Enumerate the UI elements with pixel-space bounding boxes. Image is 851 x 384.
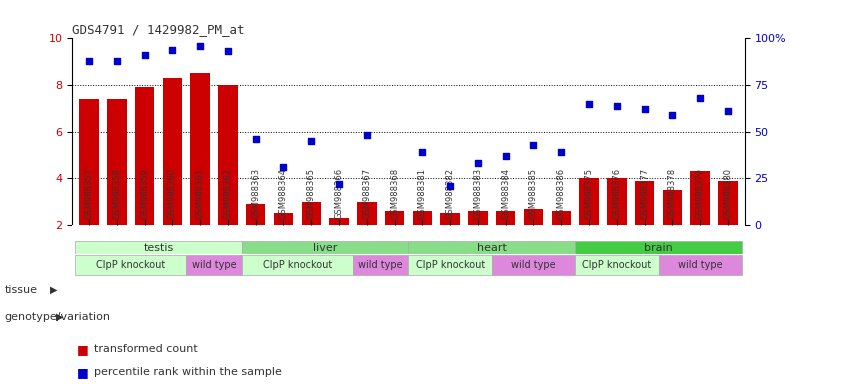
Point bbox=[138, 52, 151, 58]
Bar bbox=[718, 180, 738, 271]
Point bbox=[221, 48, 235, 55]
Point bbox=[415, 149, 429, 155]
Point bbox=[527, 142, 540, 148]
Point bbox=[248, 136, 262, 142]
Bar bbox=[607, 178, 626, 271]
Bar bbox=[441, 213, 460, 271]
Text: ▶: ▶ bbox=[50, 285, 58, 295]
Text: wild type: wild type bbox=[191, 260, 237, 270]
Point bbox=[665, 112, 679, 118]
Text: tissue: tissue bbox=[4, 285, 37, 295]
Text: genotype/variation: genotype/variation bbox=[4, 312, 111, 322]
Bar bbox=[107, 99, 127, 271]
FancyBboxPatch shape bbox=[575, 255, 659, 275]
Bar bbox=[218, 85, 237, 271]
FancyBboxPatch shape bbox=[186, 255, 242, 275]
Text: ■: ■ bbox=[77, 343, 89, 356]
Point bbox=[110, 58, 123, 64]
Point bbox=[555, 149, 568, 155]
Point bbox=[471, 160, 485, 166]
Bar bbox=[357, 202, 376, 271]
Point bbox=[694, 95, 707, 101]
Text: heart: heart bbox=[477, 243, 506, 253]
Text: GDS4791 / 1429982_PM_at: GDS4791 / 1429982_PM_at bbox=[72, 23, 245, 36]
Point bbox=[332, 181, 346, 187]
Bar bbox=[79, 99, 99, 271]
Text: wild type: wild type bbox=[678, 260, 722, 270]
FancyBboxPatch shape bbox=[659, 255, 742, 275]
Text: ▶: ▶ bbox=[56, 312, 64, 322]
Bar bbox=[523, 209, 543, 271]
Bar bbox=[663, 190, 683, 271]
Point bbox=[277, 164, 290, 170]
Text: ■: ■ bbox=[77, 366, 89, 379]
Bar bbox=[134, 87, 154, 271]
Bar bbox=[301, 202, 321, 271]
Bar bbox=[274, 213, 294, 271]
Text: transformed count: transformed count bbox=[94, 344, 197, 354]
Text: ClpP knockout: ClpP knockout bbox=[582, 260, 652, 270]
FancyBboxPatch shape bbox=[242, 255, 353, 275]
FancyBboxPatch shape bbox=[492, 255, 575, 275]
Point bbox=[305, 138, 318, 144]
Point bbox=[582, 101, 596, 107]
Text: wild type: wild type bbox=[358, 260, 403, 270]
FancyBboxPatch shape bbox=[575, 241, 742, 254]
FancyBboxPatch shape bbox=[353, 255, 408, 275]
FancyBboxPatch shape bbox=[408, 241, 575, 254]
Text: ClpP knockout: ClpP knockout bbox=[415, 260, 485, 270]
Point bbox=[610, 103, 624, 109]
Point bbox=[360, 132, 374, 138]
Bar bbox=[413, 211, 432, 271]
Point bbox=[637, 106, 651, 112]
Bar bbox=[635, 180, 654, 271]
Bar bbox=[468, 211, 488, 271]
FancyBboxPatch shape bbox=[242, 241, 408, 254]
Point bbox=[83, 58, 96, 64]
Bar bbox=[690, 171, 710, 271]
Bar bbox=[385, 211, 404, 271]
Point bbox=[443, 183, 457, 189]
Text: percentile rank within the sample: percentile rank within the sample bbox=[94, 367, 282, 377]
Text: wild type: wild type bbox=[511, 260, 556, 270]
Point bbox=[499, 153, 512, 159]
Point bbox=[193, 43, 207, 49]
Text: liver: liver bbox=[313, 243, 337, 253]
FancyBboxPatch shape bbox=[75, 255, 186, 275]
FancyBboxPatch shape bbox=[75, 241, 242, 254]
Text: ClpP knockout: ClpP knockout bbox=[263, 260, 332, 270]
Bar bbox=[329, 218, 349, 271]
Bar bbox=[551, 211, 571, 271]
Bar bbox=[580, 178, 599, 271]
Text: brain: brain bbox=[644, 243, 673, 253]
Bar bbox=[246, 204, 266, 271]
Text: testis: testis bbox=[143, 243, 174, 253]
Text: ClpP knockout: ClpP knockout bbox=[96, 260, 165, 270]
Point bbox=[721, 108, 734, 114]
Point bbox=[166, 46, 180, 53]
Bar bbox=[191, 73, 210, 271]
Bar bbox=[496, 211, 516, 271]
FancyBboxPatch shape bbox=[408, 255, 492, 275]
Bar bbox=[163, 78, 182, 271]
